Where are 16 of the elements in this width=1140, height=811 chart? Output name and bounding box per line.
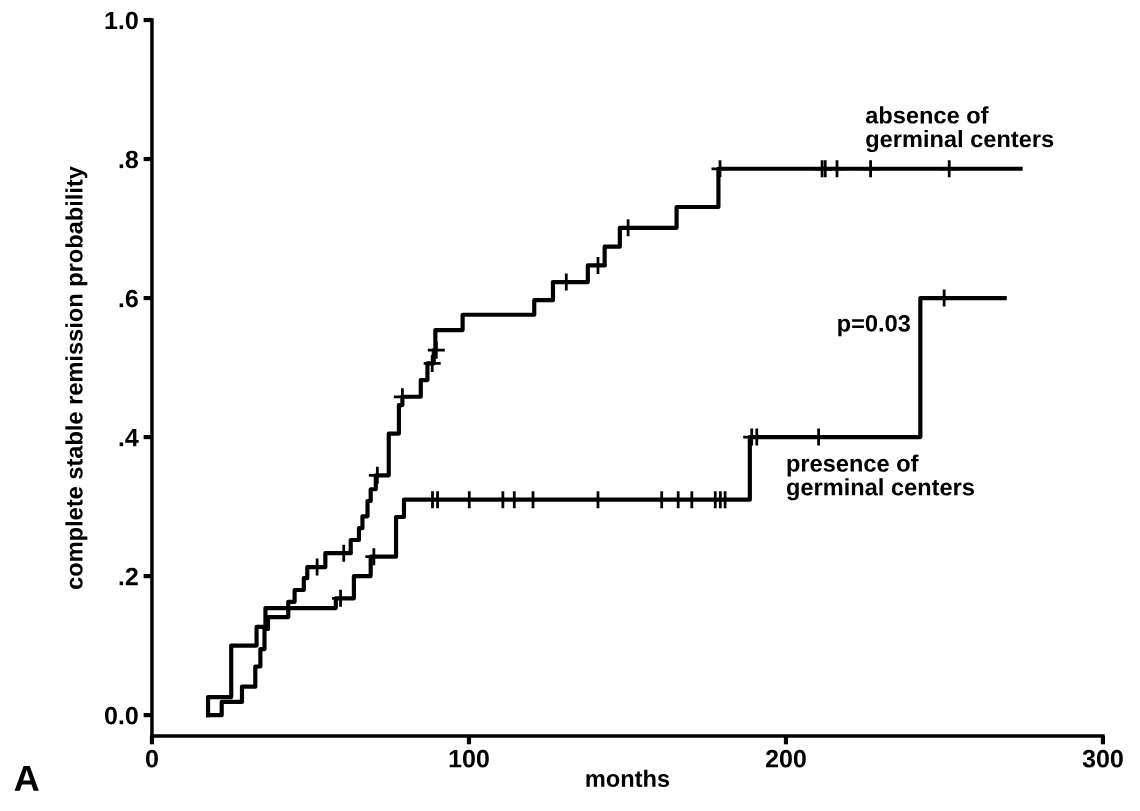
y-tick-label: .6	[119, 289, 138, 308]
series-label: absence of germinal centers	[865, 106, 1054, 153]
text: A	[14, 765, 39, 791]
y-tick-label: 0.0	[105, 706, 138, 725]
annotation: p=0.03	[838, 314, 910, 337]
x-tick-label: 300	[1082, 749, 1123, 768]
series-label: presence of germinal centers	[786, 454, 974, 501]
x-axis-title: months	[586, 769, 670, 788]
x-tick-label: 200	[765, 749, 806, 768]
y-tick-label: .4	[119, 428, 139, 447]
x-tick-label: 100	[449, 749, 489, 768]
y-tick-label: .2	[119, 567, 138, 586]
y-tick-label: .8	[119, 150, 138, 169]
y-tick-label: 1.0	[105, 11, 138, 30]
y-axis-title: complete stable remission probability	[65, 166, 88, 589]
x-tick-label: 0	[146, 749, 158, 768]
